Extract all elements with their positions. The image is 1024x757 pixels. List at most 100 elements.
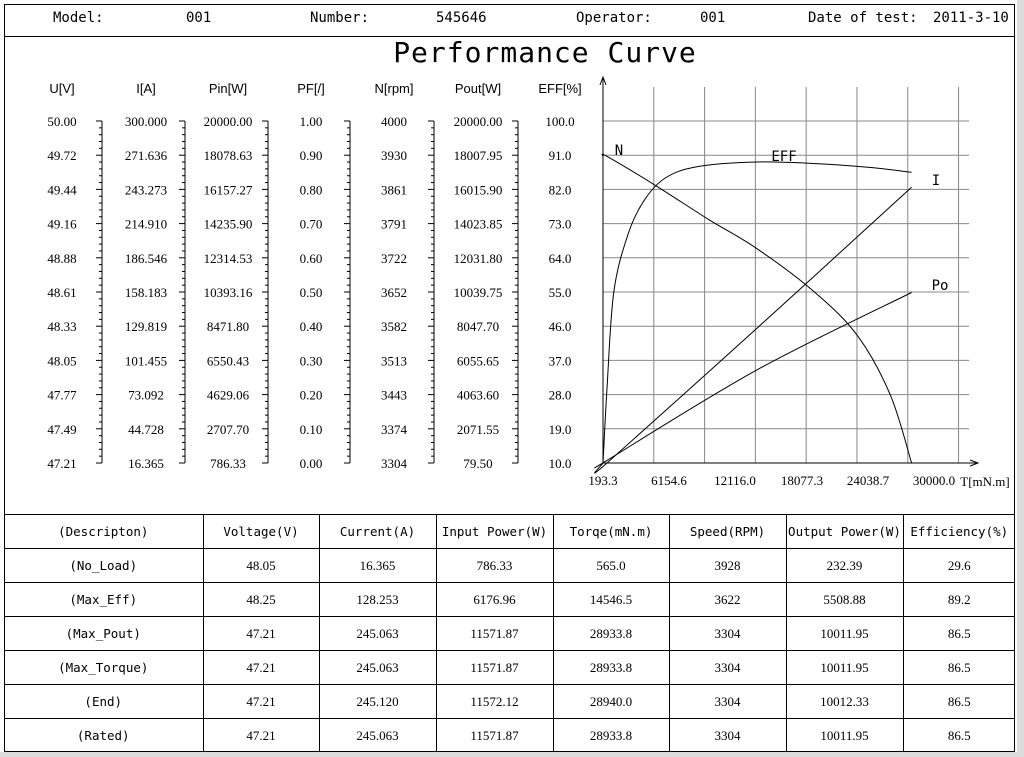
table-cell: 10011.95 [785,718,904,752]
scale-tick-i: 186.546 [125,251,168,266]
scale-tick-pf: 0.90 [300,148,323,163]
table-header-cell: Speed(RPM) [668,514,787,549]
window-edge [1017,0,1024,757]
scale-tick-u: 48.61 [47,285,76,300]
table-header-cell: Current(A) [318,514,437,549]
table-cell: 11571.87 [435,616,554,651]
number-label: Number: [310,10,370,26]
series-label-po: Po [932,278,949,294]
scale-tick-pin: 10393.16 [204,285,253,300]
scale-tick-i: 158.183 [125,285,167,300]
row-description: (No_Load) [4,548,204,583]
scale-tick-i: 73.092 [128,388,164,403]
table-cell: 3304 [668,650,787,685]
scale-tick-pin: 2707.70 [207,422,249,437]
scale-tick-u: 47.49 [47,422,76,437]
table-cell: 11572.12 [435,684,554,719]
table-cell: 3304 [668,718,787,752]
chart-title: Performance Curve [393,36,697,69]
table-header-row: (Descripton) Voltage(V) Current(A) Input Po… [4,514,1015,549]
x-axis-label: T[mN.m] [960,474,1009,489]
scale-label-pf: PF[/] [297,81,324,96]
scale-tick-pout: 2071.55 [457,422,499,437]
scale-tick-u: 50.00 [47,114,76,129]
results-table: (Descripton) Voltage(V) Current(A) Input Po… [4,514,1015,752]
table-cell: 245.063 [318,718,437,752]
scale-tick-i: 300.000 [125,114,167,129]
scale-tick-pf: 0.30 [300,353,323,368]
table-header-cell: (Descripton) [4,514,204,549]
scale-tick-pin: 16157.27 [204,182,253,197]
scale-tick-pin: 786.33 [210,456,246,471]
table-cell: 3304 [668,684,787,719]
table-cell: 786.33 [435,548,554,583]
scale-tick-eff: 82.0 [549,182,572,197]
scale-tick-pout: 20000.00 [454,114,503,129]
table-row: (End) 47.21 245.120 11572.12 28940.0 3304 1001… [4,684,1015,719]
scale-tick-pf: 0.50 [300,285,323,300]
scale-tick-u: 47.77 [47,388,77,403]
scale-tick-n: 3374 [381,422,408,437]
scale-tick-pin: 14235.90 [204,217,253,232]
row-description: (Max_Pout) [4,616,204,651]
header-divider [4,36,1015,37]
scale-tick-n: 3582 [381,319,407,334]
scale-tick-pf: 0.70 [300,217,323,232]
scale-tick-i: 16.365 [128,456,164,471]
scale-tick-pf: 0.40 [300,319,323,334]
table-cell: 47.21 [202,718,320,752]
series-line-i [594,186,912,474]
table-cell: 86.5 [902,684,1015,719]
scale-tick-eff: 73.0 [549,217,572,232]
scale-tick-i: 101.455 [125,353,167,368]
table-cell: 28940.0 [552,684,670,719]
table-cell: 14546.5 [552,582,670,617]
scale-tick-eff: 64.0 [549,251,572,266]
scale-label-u: U[V] [49,81,74,96]
scale-tick-pin: 20000.00 [204,114,253,129]
table-cell: 6176.96 [435,582,554,617]
scale-tick-pf: 0.60 [300,251,323,266]
scale-tick-u: 48.33 [47,319,76,334]
table-cell: 47.21 [202,650,320,685]
scale-tick-n: 3652 [381,285,407,300]
scale-tick-i: 129.819 [125,319,167,334]
scale-tick-n: 3304 [381,456,408,471]
number-value: 545646 [436,10,487,26]
series-label-n: N [615,143,623,159]
window-edge-bottom [0,752,1024,757]
scale-tick-pout: 18007.95 [454,148,503,163]
scale-tick-eff: 10.0 [549,456,572,471]
scale-tick-pout: 6055.65 [457,353,499,368]
table-header-cell: Torqe(mN.m) [552,514,670,549]
scale-tick-i: 214.910 [125,217,167,232]
scale-tick-pf: 0.80 [300,182,323,197]
table-row: (No_Load) 48.05 16.365 786.33 565.0 3928 232.3… [4,548,1015,583]
table-cell: 86.5 [902,650,1015,685]
scale-tick-pout: 79.50 [463,456,492,471]
series-label-eff: EFF [771,149,796,165]
table-cell: 5508.88 [785,582,904,617]
table-cell: 86.5 [902,616,1015,651]
table-cell: 232.39 [785,548,904,583]
table-cell: 10012.33 [785,684,904,719]
table-cell: 3622 [668,582,787,617]
x-tick-label: 24038.7 [847,473,890,488]
table-cell: 28933.8 [552,718,670,752]
scale-tick-eff: 100.0 [545,114,574,129]
scale-tick-u: 49.16 [47,217,77,232]
table-cell: 245.120 [318,684,437,719]
table-cell: 47.21 [202,684,320,719]
x-tick-label: 193.3 [588,473,617,488]
row-description: (End) [4,684,204,719]
table-header-cell: Voltage(V) [202,514,320,549]
series-label-i: I [932,173,940,189]
table-row: (Max_Torque) 47.21 245.063 11571.87 28933.8 3… [4,650,1015,685]
model-value: 001 [186,10,212,26]
performance-chart: U[V] 50.00 49.72 49.44 49.16 48.88 48.61 48.33 4… [47,75,1010,489]
scale-tick-pf: 0.20 [300,388,323,403]
scale-label-pin: Pin[W] [209,81,247,96]
table-cell: 10011.95 [785,650,904,685]
scale-tick-eff: 28.0 [549,388,572,403]
scale-tick-i: 44.728 [128,422,164,437]
